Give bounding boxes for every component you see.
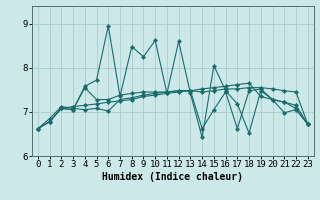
X-axis label: Humidex (Indice chaleur): Humidex (Indice chaleur): [102, 172, 243, 182]
